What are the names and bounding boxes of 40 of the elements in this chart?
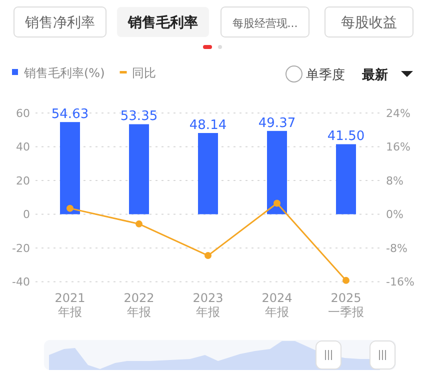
y-tick-label: 40 — [16, 140, 30, 154]
y-tick-label: -20 — [12, 242, 30, 255]
point — [342, 276, 350, 284]
x-tick-label: 2025 一季报 — [328, 291, 364, 319]
x-tick-label: 2021 年报 — [54, 291, 86, 319]
y-tick-label: 60 — [16, 107, 30, 120]
text: 最新 — [361, 67, 388, 83]
y-tick-label: 20 — [16, 174, 30, 188]
bar — [198, 133, 218, 214]
y2-tick-label: -8% — [386, 242, 408, 255]
annotation: 每股收益 — [341, 15, 397, 31]
text: 单季度 — [306, 67, 345, 83]
point — [136, 220, 142, 228]
data-label: 54.63 — [51, 107, 89, 122]
y2-tick-label: 24% — [386, 107, 410, 120]
legend-label: 销售毛利率(%) — [23, 66, 105, 80]
y2-tick-label: 8% — [386, 174, 404, 188]
point — [204, 252, 212, 260]
y2-tick-label: -16% — [386, 276, 414, 289]
annotation: 每股经营现... — [232, 17, 298, 30]
data-label: 53.35 — [120, 109, 158, 124]
annotation: 销售净利率 — [25, 15, 95, 31]
bar — [129, 124, 149, 214]
y2-tick-label: 0% — [386, 208, 404, 222]
point — [66, 204, 74, 212]
legend-label: 同比 — [132, 66, 156, 80]
point — [274, 200, 280, 207]
data-label: 49.37 — [258, 116, 296, 131]
bar — [267, 130, 287, 214]
x-tick-label: 2024 年报 — [262, 291, 292, 319]
bar — [336, 144, 356, 214]
data-label: 41.50 — [327, 129, 365, 144]
annotation: 销售毛利率 — [128, 15, 198, 31]
y2-tick-label: 16% — [386, 140, 410, 154]
y-tick-label: 0 — [23, 208, 30, 222]
bar — [60, 122, 80, 214]
x-tick-label: 2023 年报 — [192, 291, 224, 319]
data-label: 48.14 — [189, 118, 227, 134]
x-tick-label: 2022 年报 — [124, 291, 154, 319]
y-tick-label: -40 — [12, 276, 30, 289]
